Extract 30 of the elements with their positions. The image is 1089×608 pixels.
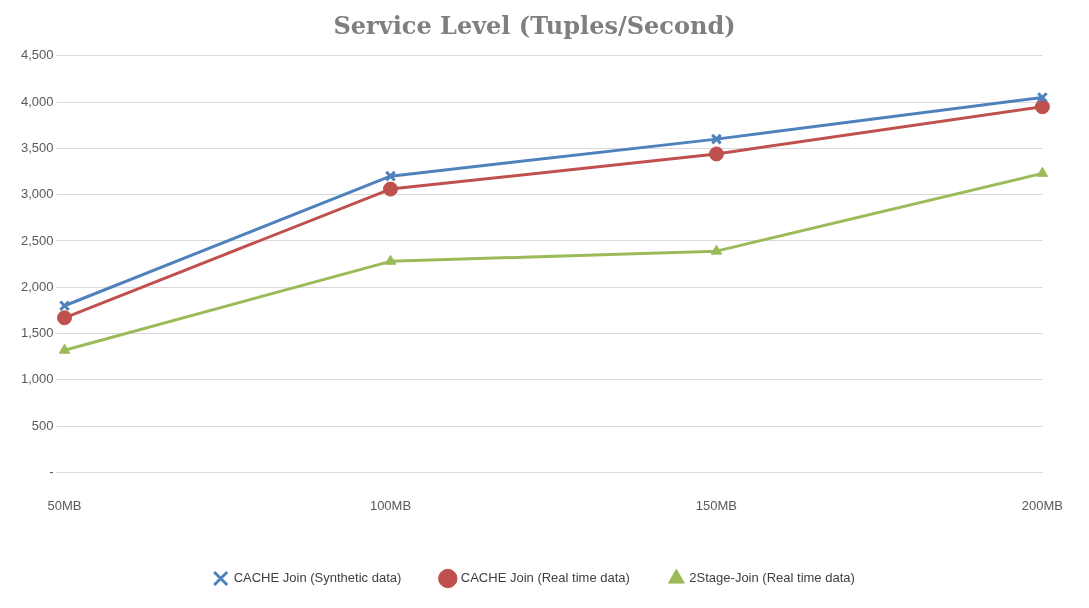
legend-label: CACHE Join (Synthetic data) — [233, 570, 402, 586]
legend-label: CACHE Join (Real time data) — [460, 570, 630, 586]
point — [1036, 166, 1049, 177]
x-tick-label: 150MB — [695, 497, 738, 513]
y-tick-label: 3,000 — [20, 186, 54, 202]
chart-title: Service Level (Tuples/Second) — [333, 10, 736, 40]
point — [58, 343, 71, 354]
y-tick-label: - — [49, 463, 54, 479]
x-tick-label: 200MB — [1021, 497, 1064, 513]
point — [58, 300, 71, 312]
point — [710, 133, 723, 145]
point — [384, 170, 397, 182]
point — [710, 244, 723, 255]
y-tick-label: 3,500 — [20, 139, 54, 155]
y-tick-label: 500 — [31, 417, 54, 433]
point — [1034, 99, 1050, 115]
point — [708, 146, 724, 162]
legend-label: 2Stage-Join (Real time data) — [689, 570, 855, 586]
y-tick-label: 1,000 — [20, 371, 54, 387]
point — [382, 181, 398, 197]
y-tick-label: 1,500 — [20, 325, 54, 341]
y-tick-label: 4,000 — [20, 93, 54, 109]
y-tick-label: 2,000 — [20, 278, 54, 294]
point — [384, 254, 397, 265]
x-tick-label: 50MB — [47, 497, 82, 513]
point — [1036, 91, 1049, 104]
x-tick-label: 100MB — [369, 497, 412, 513]
y-tick-label: 2,500 — [20, 232, 54, 248]
point — [57, 310, 73, 326]
y-tick-label: 4,500 — [20, 47, 54, 63]
